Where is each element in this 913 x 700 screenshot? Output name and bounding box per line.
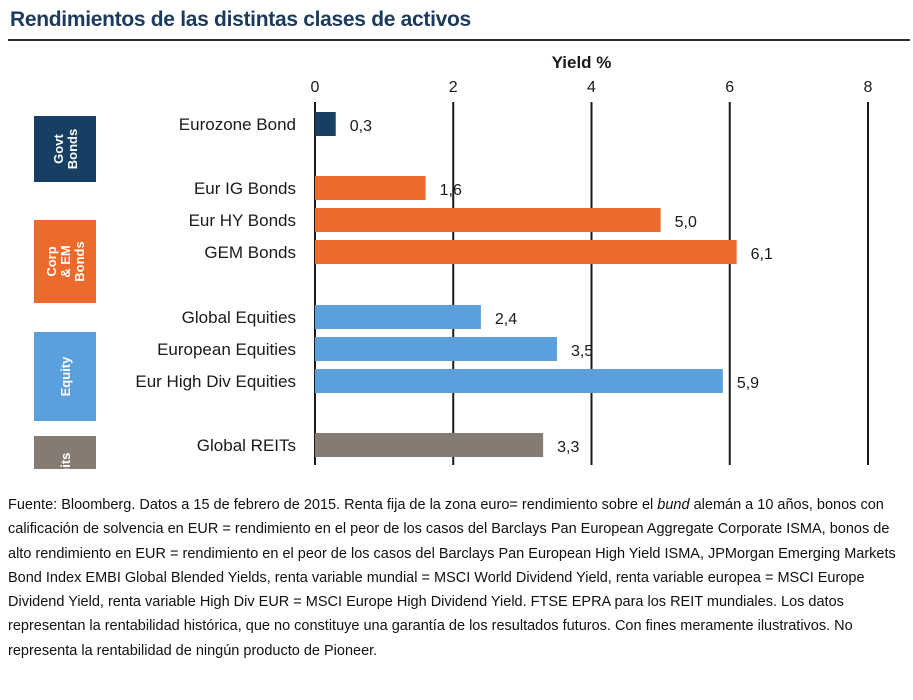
- data-label-eurozone-bond: 0,3: [350, 118, 372, 135]
- footnote-text-start: Fuente: Bloomberg. Datos a 15 de febrero…: [8, 497, 658, 513]
- bar-global-reits: [315, 433, 544, 457]
- category-label-european-equities: European Equities: [157, 340, 296, 359]
- footnote-italic-term: bund: [657, 497, 690, 513]
- footnote: Fuente: Bloomberg. Datos a 15 de febrero…: [8, 493, 908, 663]
- category-label-gem-bonds: GEM Bonds: [204, 243, 296, 262]
- category-label-eur-high-div-equities: Eur High Div Equities: [135, 372, 296, 391]
- group-label-equity: Equity: [58, 356, 73, 396]
- data-label-european-equities: 3,5: [571, 343, 593, 360]
- data-label-eur-high-div-equities: 5,9: [737, 375, 759, 392]
- yield-bar-chart: Yield % 0 2 4 6 8 GovtBonds Eurozone Bond 0,3 Cor…: [34, 53, 873, 469]
- x-tick-label: 0: [311, 79, 320, 96]
- group-label-corp-em-bonds: Corp& EMBonds: [44, 241, 87, 281]
- footnote-text-end: alemán a 10 años, bonos con calificación…: [8, 497, 896, 659]
- bar-eurozone-bond: [315, 112, 336, 136]
- category-label-global-equities: Global Equities: [182, 308, 296, 327]
- category-label-global-reits: Global REITs: [197, 436, 296, 455]
- group-label-box-equity: [34, 332, 96, 421]
- group-label-box-reits: [34, 436, 96, 469]
- bar-eur-ig-bonds: [315, 176, 426, 200]
- group-label-govt-bonds: GovtBonds: [51, 129, 80, 169]
- chart-title: Rendimientos de las distintas clases de …: [10, 8, 471, 31]
- group-label-box-govt-bonds: [34, 116, 96, 182]
- x-tick-label: 4: [587, 79, 596, 96]
- group-label-box-corp-em-bonds: [34, 220, 96, 303]
- data-label-gem-bonds: 6,1: [751, 246, 773, 263]
- title-divider: [8, 39, 910, 41]
- x-tick-label: 2: [449, 79, 458, 96]
- x-axis-label: Yield %: [552, 53, 612, 72]
- bar-european-equities: [315, 337, 557, 361]
- x-tick-label: 6: [725, 79, 734, 96]
- group-label-reits: Reits: [58, 453, 73, 469]
- category-label-eur-ig-bonds: Eur IG Bonds: [194, 179, 296, 198]
- data-label-eur-hy-bonds: 5,0: [675, 214, 697, 231]
- bar-gem-bonds: [315, 240, 737, 264]
- data-label-eur-ig-bonds: 1,6: [440, 182, 462, 199]
- data-label-global-reits: 3,3: [557, 439, 579, 456]
- bar-global-equities: [315, 305, 481, 329]
- x-tick-label: 8: [864, 79, 873, 96]
- bar-eur-high-div-equities: [315, 369, 723, 393]
- category-label-eur-hy-bonds: Eur HY Bonds: [189, 211, 296, 230]
- category-label-eurozone-bond: Eurozone Bond: [179, 115, 296, 134]
- data-label-global-equities: 2,4: [495, 311, 517, 328]
- bar-eur-hy-bonds: [315, 208, 661, 232]
